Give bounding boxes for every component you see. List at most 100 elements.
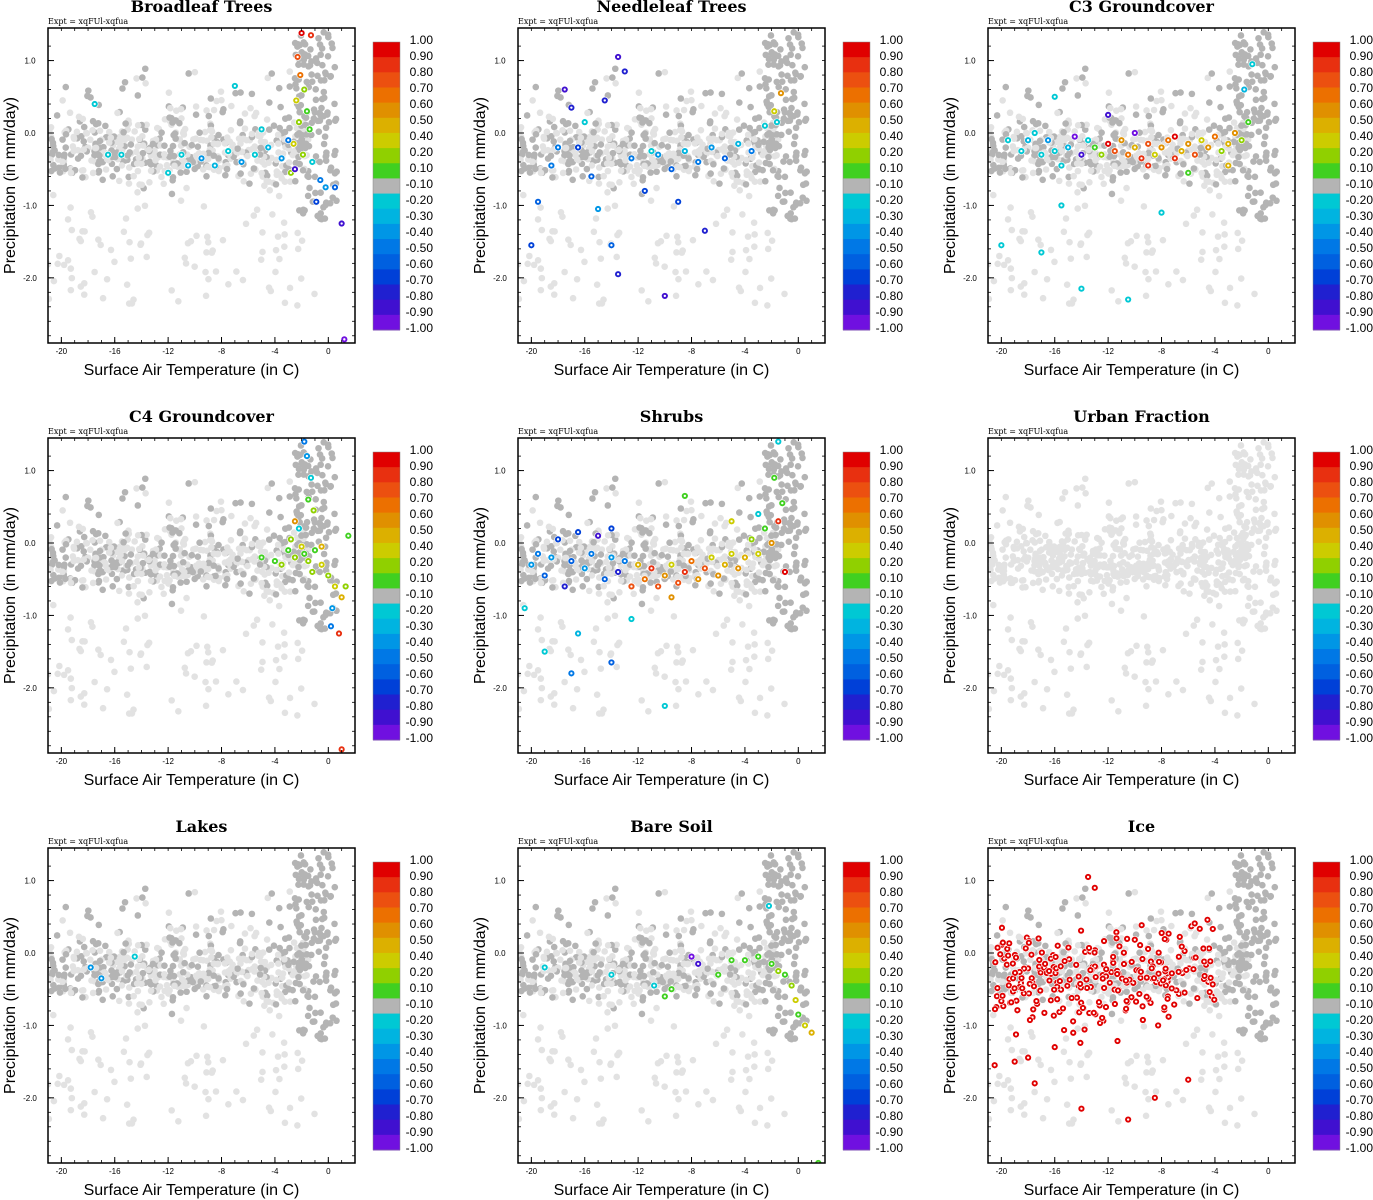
- background-point: [290, 529, 298, 536]
- background-point: [301, 41, 309, 48]
- background-point: [566, 157, 574, 164]
- background-point: [82, 539, 90, 547]
- background-point: [529, 507, 536, 514]
- background-point: [692, 171, 699, 179]
- point-center: [536, 552, 540, 556]
- background-point: [559, 117, 567, 125]
- background-point: [1187, 104, 1194, 112]
- background-point: [295, 61, 302, 69]
- point-center: [120, 153, 123, 156]
- background-point: [62, 541, 70, 548]
- background-point: [611, 65, 619, 73]
- point-center: [301, 153, 305, 156]
- background-point: [628, 173, 635, 181]
- background-point: [592, 215, 600, 222]
- background-point: [1236, 160, 1243, 168]
- background-point: [312, 189, 319, 197]
- point-center: [570, 106, 573, 109]
- background-point: [529, 136, 536, 143]
- background-point: [1145, 149, 1152, 157]
- background-point: [248, 130, 256, 138]
- background-point: [161, 577, 169, 585]
- scatter-points: [48, 29, 349, 343]
- background-point: [588, 572, 596, 579]
- background-point: [301, 617, 308, 624]
- background-point: [1031, 268, 1038, 276]
- point-center: [331, 606, 334, 610]
- background-point: [1074, 167, 1082, 175]
- background-point: [206, 536, 214, 544]
- colorbar-label: -0.80: [406, 699, 434, 713]
- background-point: [214, 550, 221, 558]
- background-point: [647, 169, 654, 176]
- background-point: [56, 252, 63, 260]
- point-center: [1160, 211, 1163, 214]
- background-point: [1247, 46, 1254, 53]
- background-point: [651, 664, 659, 672]
- background-point: [212, 268, 220, 275]
- y-tick-label: 1.0: [24, 57, 36, 66]
- background-point: [751, 525, 759, 532]
- background-point: [675, 522, 683, 530]
- background-point: [1248, 78, 1256, 85]
- background-point: [793, 559, 800, 566]
- background-point: [249, 555, 256, 563]
- background-point: [87, 504, 94, 511]
- background-point: [771, 451, 779, 458]
- background-point: [661, 478, 669, 486]
- point-center: [1106, 113, 1110, 117]
- background-point: [1245, 173, 1252, 181]
- background-point: [322, 69, 329, 76]
- background-point: [306, 594, 313, 602]
- background-point: [327, 72, 335, 80]
- colorbar-segment: [373, 163, 400, 179]
- background-point: [595, 173, 602, 181]
- background-point: [795, 118, 803, 126]
- point-center: [293, 556, 297, 559]
- background-point: [163, 161, 171, 169]
- point-center: [603, 578, 606, 581]
- background-point: [566, 152, 573, 159]
- colorbar-label: 0.80: [410, 65, 434, 79]
- colorbar-segment: [373, 573, 400, 589]
- background-point: [676, 536, 684, 544]
- background-point: [598, 546, 606, 553]
- background-point: [48, 670, 52, 678]
- background-point: [788, 45, 796, 52]
- background-point: [1058, 147, 1066, 155]
- background-point: [1265, 33, 1272, 41]
- point-center: [1200, 139, 1203, 142]
- background-point: [518, 128, 523, 135]
- colorbar-label: -0.60: [406, 257, 434, 271]
- background-point: [674, 239, 682, 246]
- background-point: [616, 158, 623, 166]
- background-point: [311, 519, 319, 526]
- background-point: [1098, 129, 1105, 136]
- background-point: [802, 115, 810, 123]
- background-point: [1002, 83, 1010, 91]
- point-center: [1080, 153, 1083, 156]
- background-point: [543, 538, 551, 546]
- background-point: [202, 292, 210, 300]
- background-point: [138, 160, 145, 168]
- y-tick-label: -2.0: [23, 274, 37, 283]
- point-center: [308, 128, 311, 131]
- background-point: [281, 641, 288, 648]
- background-point: [751, 115, 759, 122]
- background-point: [163, 571, 171, 579]
- background-point: [566, 127, 574, 135]
- background-point: [611, 475, 619, 483]
- background-point: [662, 545, 670, 552]
- colorbar-segment: [373, 482, 400, 498]
- background-point: [723, 206, 731, 214]
- background-point: [580, 559, 587, 567]
- x-axis-label: Surface Air Temperature (in C): [84, 772, 300, 789]
- point-center: [1080, 287, 1083, 290]
- background-point: [91, 151, 98, 159]
- background-point: [1255, 34, 1262, 42]
- background-point: [202, 678, 209, 686]
- background-point: [566, 567, 574, 574]
- point-center: [1133, 146, 1137, 149]
- background-point: [733, 177, 741, 185]
